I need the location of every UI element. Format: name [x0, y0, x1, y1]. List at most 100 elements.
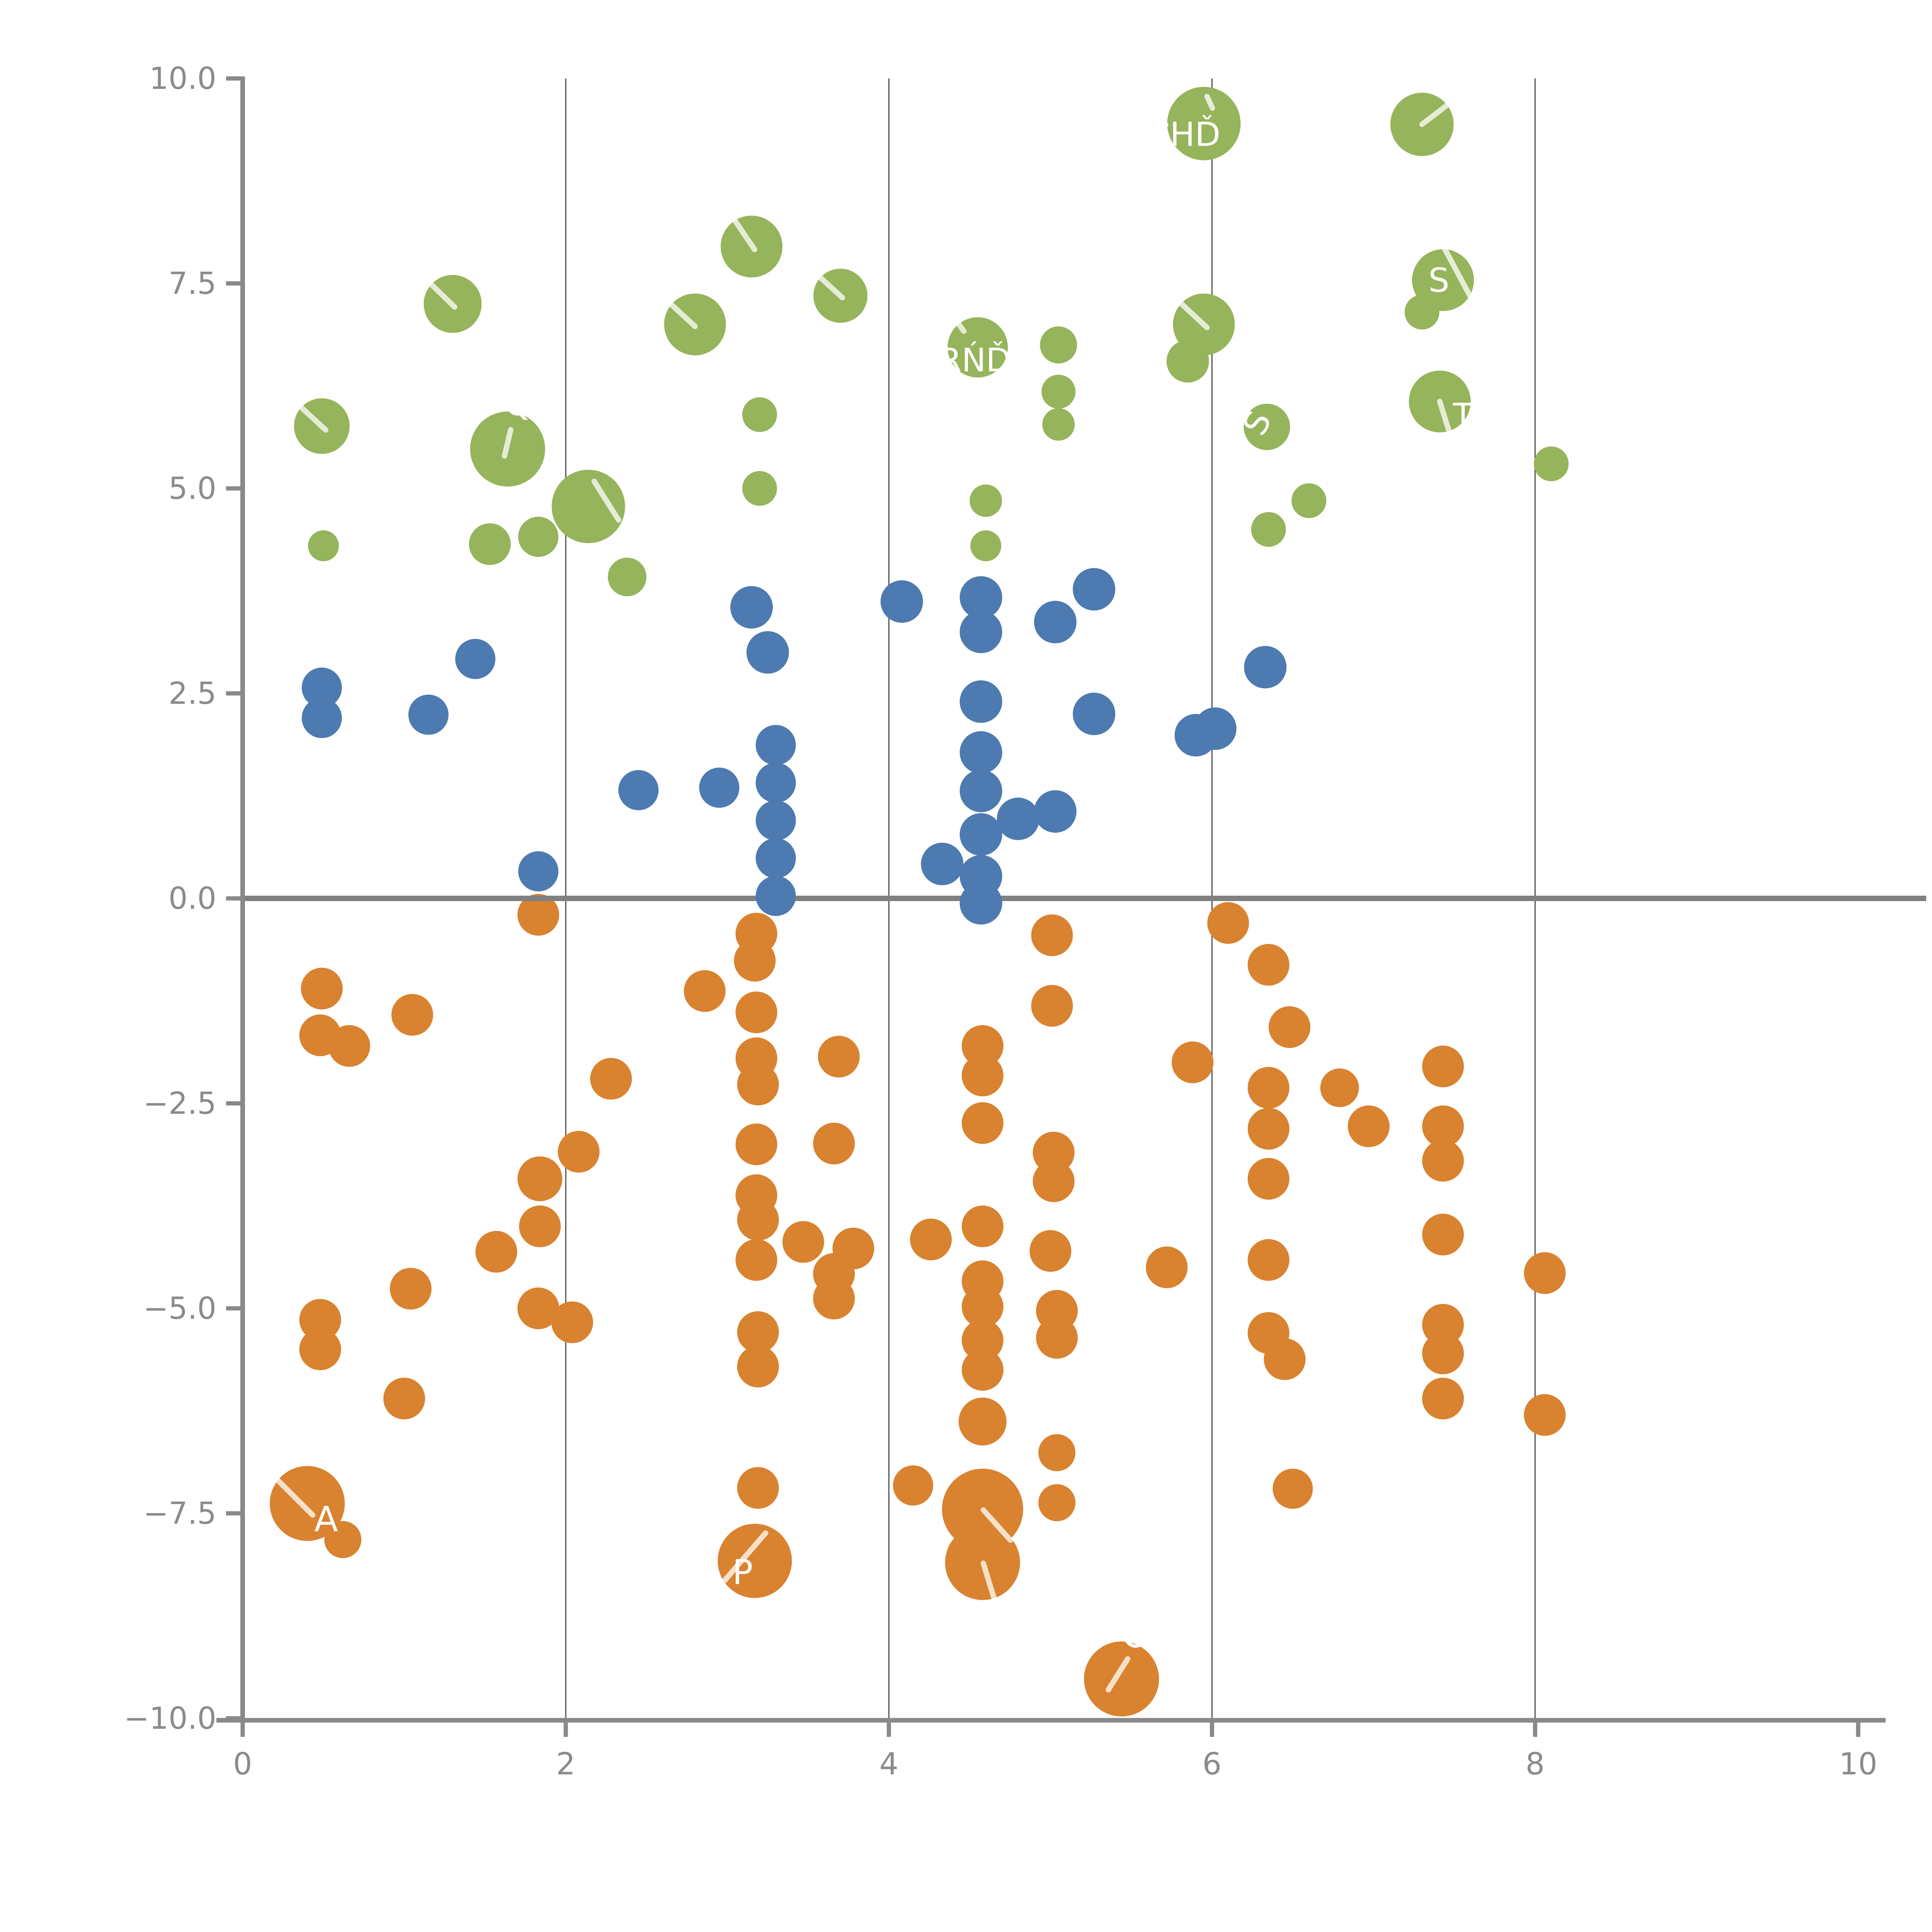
scatter-point-blue	[959, 680, 1002, 723]
x-tick-label: 0	[233, 1747, 252, 1782]
axes-layer: 0 2 4 6 8 10 −10.0 −7.5 −5.0 −2.5 0.0 2.5 5.0 7.5 10.0	[124, 61, 1886, 1782]
scatter-point-blue	[1244, 646, 1287, 689]
scatter-point-blue	[959, 576, 1002, 619]
scatter-point-green	[1040, 326, 1077, 364]
x-tick-label: 2	[556, 1747, 575, 1782]
annotation-label: T	[1452, 396, 1473, 435]
scatter-point-orange	[737, 1467, 779, 1509]
x-tick-label: 8	[1526, 1747, 1545, 1782]
annotation-leader-line	[718, 1530, 769, 1588]
annotation-leader-line	[667, 300, 698, 329]
scatter-point-orange	[782, 1221, 824, 1263]
y-tick-label: 2.5	[168, 677, 216, 711]
scatter-point-orange	[389, 1268, 432, 1310]
scatter-point-orange	[1348, 1105, 1390, 1147]
scatter-point-orange	[517, 1287, 560, 1329]
scatter-point-green	[1041, 374, 1076, 409]
scatter-point-blue	[755, 725, 796, 765]
x-tick-label: 4	[879, 1747, 899, 1782]
y-tick-label: −5.0	[143, 1291, 216, 1326]
annotation-leader-line	[1437, 399, 1454, 439]
scatter-point-orange	[1247, 1108, 1289, 1150]
annotation-leader-line	[731, 217, 758, 253]
x-tick-label: 6	[1202, 1747, 1222, 1782]
scatter-point-blue	[959, 731, 1002, 774]
scatter-point-orange	[737, 1345, 779, 1388]
scatter-point-orange	[324, 1521, 362, 1558]
scatter-point-green	[1251, 512, 1286, 547]
scatter-point-blue	[699, 767, 740, 808]
scatter-point-orange	[735, 991, 777, 1033]
scatter-point-orange	[1422, 1332, 1464, 1374]
scatter-point-blue	[518, 851, 559, 891]
scatter-point-orange	[1422, 1140, 1464, 1182]
scatter-point-orange	[910, 1218, 952, 1260]
scatter-point-orange	[1032, 1131, 1075, 1173]
scatter-point-blue	[618, 770, 659, 810]
annotation-leader-line	[1178, 300, 1210, 330]
annotation-leader-line	[951, 315, 967, 334]
annotation-label: A	[314, 1499, 338, 1540]
scatter-point-orange	[961, 1025, 1003, 1067]
scatter-point-orange	[1146, 1246, 1188, 1288]
annotation-leader-line	[427, 280, 457, 310]
y-tick-label: 5.0	[168, 471, 216, 506]
scatter-point-blue	[959, 770, 1002, 813]
series-orange	[270, 894, 1566, 1717]
scatter-point-orange	[1032, 1160, 1075, 1202]
annotation-label: S	[1428, 261, 1449, 300]
scatter-point-green	[1243, 403, 1290, 450]
scatter-point-orange	[1320, 1068, 1359, 1107]
scatter-point-orange	[590, 1058, 632, 1100]
scatter-point-orange	[1038, 1484, 1076, 1521]
series-green	[294, 87, 1569, 597]
annotation-label: RŃĎR	[939, 341, 1033, 379]
annotation-leader-line	[298, 404, 328, 433]
scatter-point-green	[970, 530, 1002, 561]
scatter-point-blue	[730, 586, 773, 629]
scatter-point-orange	[1031, 914, 1073, 956]
scatter-point-orange	[958, 1397, 1007, 1446]
scatter-point-orange	[735, 1123, 777, 1165]
scatter-point-orange	[270, 1466, 345, 1541]
scatter-point-green	[518, 517, 559, 557]
scatter-point-orange	[517, 1156, 563, 1201]
scatter-point-green	[1167, 87, 1241, 160]
scatter-point-green	[742, 471, 777, 506]
series-blue	[301, 568, 1287, 925]
scatter-point-orange	[299, 1328, 341, 1371]
scatter-point-orange	[551, 1301, 593, 1344]
scatter-point-green	[308, 530, 339, 561]
scatter-point-orange	[961, 1102, 1003, 1144]
scatter-point-green	[1291, 483, 1327, 518]
scatter-point-orange	[1524, 1394, 1566, 1436]
scatter-point-orange	[737, 1199, 779, 1241]
scatter-point-blue	[1073, 692, 1116, 735]
scatter-point-orange	[818, 1036, 860, 1078]
scatter-point-orange	[299, 1299, 341, 1341]
annotation-leader-line	[980, 1560, 998, 1604]
annotation-leader-line	[980, 1507, 1013, 1543]
scatter-point-green	[608, 558, 647, 597]
scatter-point-blue	[880, 580, 923, 623]
scatter-point-orange	[813, 1277, 855, 1320]
annotation-leader-line	[1204, 94, 1215, 111]
scatter-point-orange	[1422, 1304, 1464, 1346]
annotation-label-free: B	[1549, 64, 1572, 103]
scatter-point-orange	[718, 1524, 792, 1598]
x-tick-label: 10	[1839, 1747, 1877, 1782]
scatter-point-blue	[959, 882, 1002, 925]
scatter-point-orange	[961, 1054, 1003, 1097]
scatter-point-blue	[746, 631, 789, 674]
scatter-point-orange	[391, 994, 434, 1036]
annotation-leader-line	[1442, 246, 1476, 306]
scatter-point-green	[1405, 294, 1440, 330]
scatter-point-blue	[455, 639, 496, 679]
scatter-point-orange	[1422, 1378, 1464, 1420]
scatter-point-orange	[383, 1378, 425, 1420]
scatter-point-blue	[959, 611, 1002, 653]
scatter-point-blue	[1034, 790, 1077, 833]
y-tick-label: −10.0	[124, 1701, 216, 1736]
scatter-point-blue	[1073, 568, 1116, 611]
